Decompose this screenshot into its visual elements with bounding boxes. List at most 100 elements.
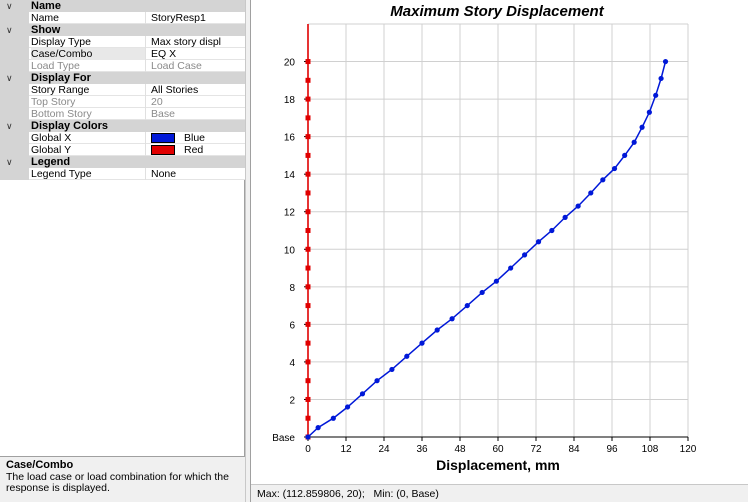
data-point-global-x	[646, 109, 652, 115]
data-point-global-x	[305, 434, 311, 440]
x-tick-label: 24	[378, 444, 390, 455]
help-text: The load case or load combination for wh…	[6, 471, 229, 494]
y-tick-label: 6	[289, 320, 295, 331]
data-point-global-x	[662, 58, 669, 65]
x-tick-label: 72	[530, 444, 542, 455]
property-value[interactable]: All Stories	[151, 84, 199, 96]
color-swatch[interactable]	[151, 145, 175, 155]
x-tick-label: 12	[340, 444, 352, 455]
data-point-global-y	[305, 171, 311, 177]
property-name: Bottom Story	[31, 108, 146, 120]
property-value: 20	[151, 96, 163, 108]
y-tick-label: 10	[284, 245, 296, 256]
property-name: Global Y	[31, 144, 146, 156]
property-grid: ∨ Name Name StoryResp1 ∨ Show Display Type Max …	[0, 0, 245, 180]
data-point-global-x	[631, 139, 637, 145]
chevron-down-icon[interactable]: ∨	[6, 25, 13, 35]
data-point-global-x	[404, 353, 410, 359]
section-title: Display Colors	[31, 120, 109, 132]
panel-splitter[interactable]	[245, 0, 251, 502]
status-bar: Max: (112.859806, 20); Min: (0, Base)	[251, 484, 748, 502]
y-tick-label: 20	[284, 58, 296, 69]
data-point-global-x	[359, 391, 366, 397]
y-tick-label: 16	[284, 133, 296, 144]
property-row[interactable]: Name StoryResp1	[0, 12, 245, 24]
property-value[interactable]: None	[151, 168, 177, 180]
property-row[interactable]: Bottom Story Base	[0, 108, 245, 120]
data-point-global-x	[315, 425, 321, 431]
color-swatch[interactable]	[151, 133, 175, 143]
data-point-global-x	[464, 302, 470, 309]
data-point-global-y	[305, 228, 311, 233]
property-row[interactable]: Top Story 20	[0, 96, 245, 108]
y-tick-label: 12	[284, 208, 296, 219]
row-gutter	[0, 144, 29, 156]
property-row[interactable]: Story Range All Stories	[0, 84, 245, 96]
data-point-global-y	[305, 190, 311, 196]
property-name: Legend Type	[31, 168, 146, 180]
chevron-down-icon[interactable]: ∨	[6, 121, 13, 131]
y-tick-label: 8	[289, 283, 295, 294]
data-point-global-y	[305, 359, 311, 365]
properties-panel: ∨ Name Name StoryResp1 ∨ Show Display Type Max …	[0, 0, 245, 502]
color-name: Red	[184, 144, 204, 156]
data-point-global-y	[305, 246, 311, 252]
section-header[interactable]: ∨ Legend	[0, 156, 245, 168]
data-point-global-x	[562, 214, 568, 220]
x-tick-label: 36	[416, 444, 428, 455]
chevron-down-icon[interactable]: ∨	[6, 1, 13, 11]
data-point-global-y	[305, 340, 311, 346]
property-row[interactable]: Case/Combo EQ X	[0, 48, 245, 60]
section-title: Display For	[31, 72, 91, 84]
property-name: Display Type	[31, 36, 146, 48]
property-row[interactable]: Load Type Load Case	[0, 60, 245, 72]
data-point-global-x	[658, 75, 664, 82]
plot-panel: Maximum Story Displacement 0 12 24 36 48 60 72…	[251, 0, 748, 484]
data-point-global-y	[305, 115, 311, 121]
row-gutter	[0, 36, 29, 48]
property-value[interactable]: Max story displ	[151, 36, 222, 48]
data-point-global-x	[653, 92, 659, 98]
chevron-down-icon[interactable]: ∨	[6, 73, 13, 83]
data-point-global-y	[305, 77, 311, 83]
section-header[interactable]: ∨ Show	[0, 24, 245, 36]
y-tick-label: Base	[272, 433, 295, 444]
x-axis-label: Displacement, mm	[436, 457, 560, 473]
property-row[interactable]: Global Y Red	[0, 144, 245, 156]
series-line-global-x	[307, 61, 667, 438]
data-point-global-x	[344, 404, 351, 410]
data-point-global-x	[434, 327, 440, 333]
property-value[interactable]: EQ X	[151, 48, 177, 60]
chevron-down-icon[interactable]: ∨	[6, 157, 13, 167]
data-point-global-y	[305, 321, 311, 327]
data-point-global-y	[305, 134, 311, 140]
help-box: Case/Combo The load case or load combina…	[0, 456, 245, 502]
data-point-global-y	[305, 378, 311, 384]
property-row[interactable]: Legend Type None	[0, 168, 245, 180]
section-header[interactable]: ∨ Display For	[0, 72, 245, 84]
data-point-global-x	[479, 289, 485, 296]
y-tick-label: 14	[284, 170, 296, 181]
property-row[interactable]: Global X Blue	[0, 132, 245, 144]
data-point-global-y	[305, 284, 311, 290]
property-value: Load Case	[151, 60, 202, 72]
data-point-global-y	[305, 396, 311, 402]
data-point-global-x	[330, 415, 336, 421]
data-point-global-y	[305, 96, 311, 102]
data-point-global-y	[305, 152, 311, 158]
property-name: Story Range	[31, 84, 146, 96]
property-row[interactable]: Display Type Max story displ	[0, 36, 245, 48]
series-group	[305, 24, 669, 440]
data-point-global-x	[449, 316, 455, 322]
data-point-global-y	[305, 415, 311, 421]
data-point-global-x	[622, 152, 628, 159]
data-point-global-x	[588, 190, 594, 196]
section-header[interactable]: ∨ Display Colors	[0, 120, 245, 132]
grid-lines	[308, 23, 689, 437]
property-value[interactable]: StoryResp1	[151, 12, 206, 24]
data-point-global-x	[600, 177, 606, 183]
y-tick-label: 18	[284, 95, 296, 106]
section-header[interactable]: ∨ Name	[0, 0, 245, 12]
data-point-global-y	[305, 59, 311, 65]
row-gutter	[0, 84, 29, 96]
